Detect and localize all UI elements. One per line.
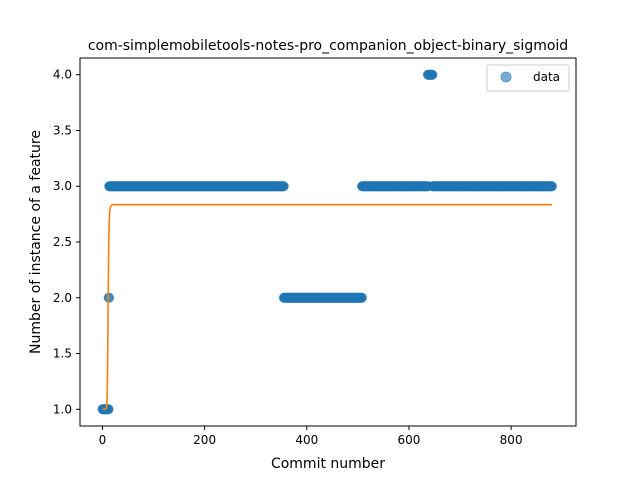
x-tick-label: 200 <box>193 433 216 447</box>
x-tick-label: 600 <box>398 433 421 447</box>
legend-label-data: data <box>533 70 560 84</box>
y-axis-ticks: 1.0 1.5 2.0 2.5 3.0 3.5 4.0 <box>53 68 80 416</box>
x-tick-label: 0 <box>99 433 107 447</box>
y-tick-label: 1.5 <box>53 347 72 361</box>
chart-title: com-simplemobiletools-notes-pro_companio… <box>88 38 568 54</box>
data-point <box>427 69 438 80</box>
y-tick-label: 3.5 <box>53 123 72 137</box>
legend: data <box>486 64 570 92</box>
y-tick-label: 1.0 <box>53 402 72 416</box>
y-tick-label: 3.0 <box>53 179 72 193</box>
x-tick-label: 400 <box>295 433 318 447</box>
sigmoid-fit-line <box>102 203 552 411</box>
y-axis-label: Number of instance of a feature <box>28 130 44 354</box>
legend-marker-data <box>500 71 512 83</box>
data-point <box>356 292 367 303</box>
fit-line-layer <box>102 203 552 411</box>
data-point <box>546 181 557 192</box>
x-axis-ticks: 0 200 400 600 800 <box>99 426 523 447</box>
x-axis-label: Commit number <box>271 456 385 472</box>
x-tick-label: 800 <box>500 433 523 447</box>
y-tick-label: 2.5 <box>53 235 72 249</box>
plot-area <box>80 58 576 426</box>
data-point <box>104 292 115 303</box>
y-tick-label: 4.0 <box>53 68 72 82</box>
y-tick-label: 2.0 <box>53 291 72 305</box>
legend-box <box>486 64 570 92</box>
series-layer <box>97 69 557 415</box>
data-point <box>278 181 289 192</box>
